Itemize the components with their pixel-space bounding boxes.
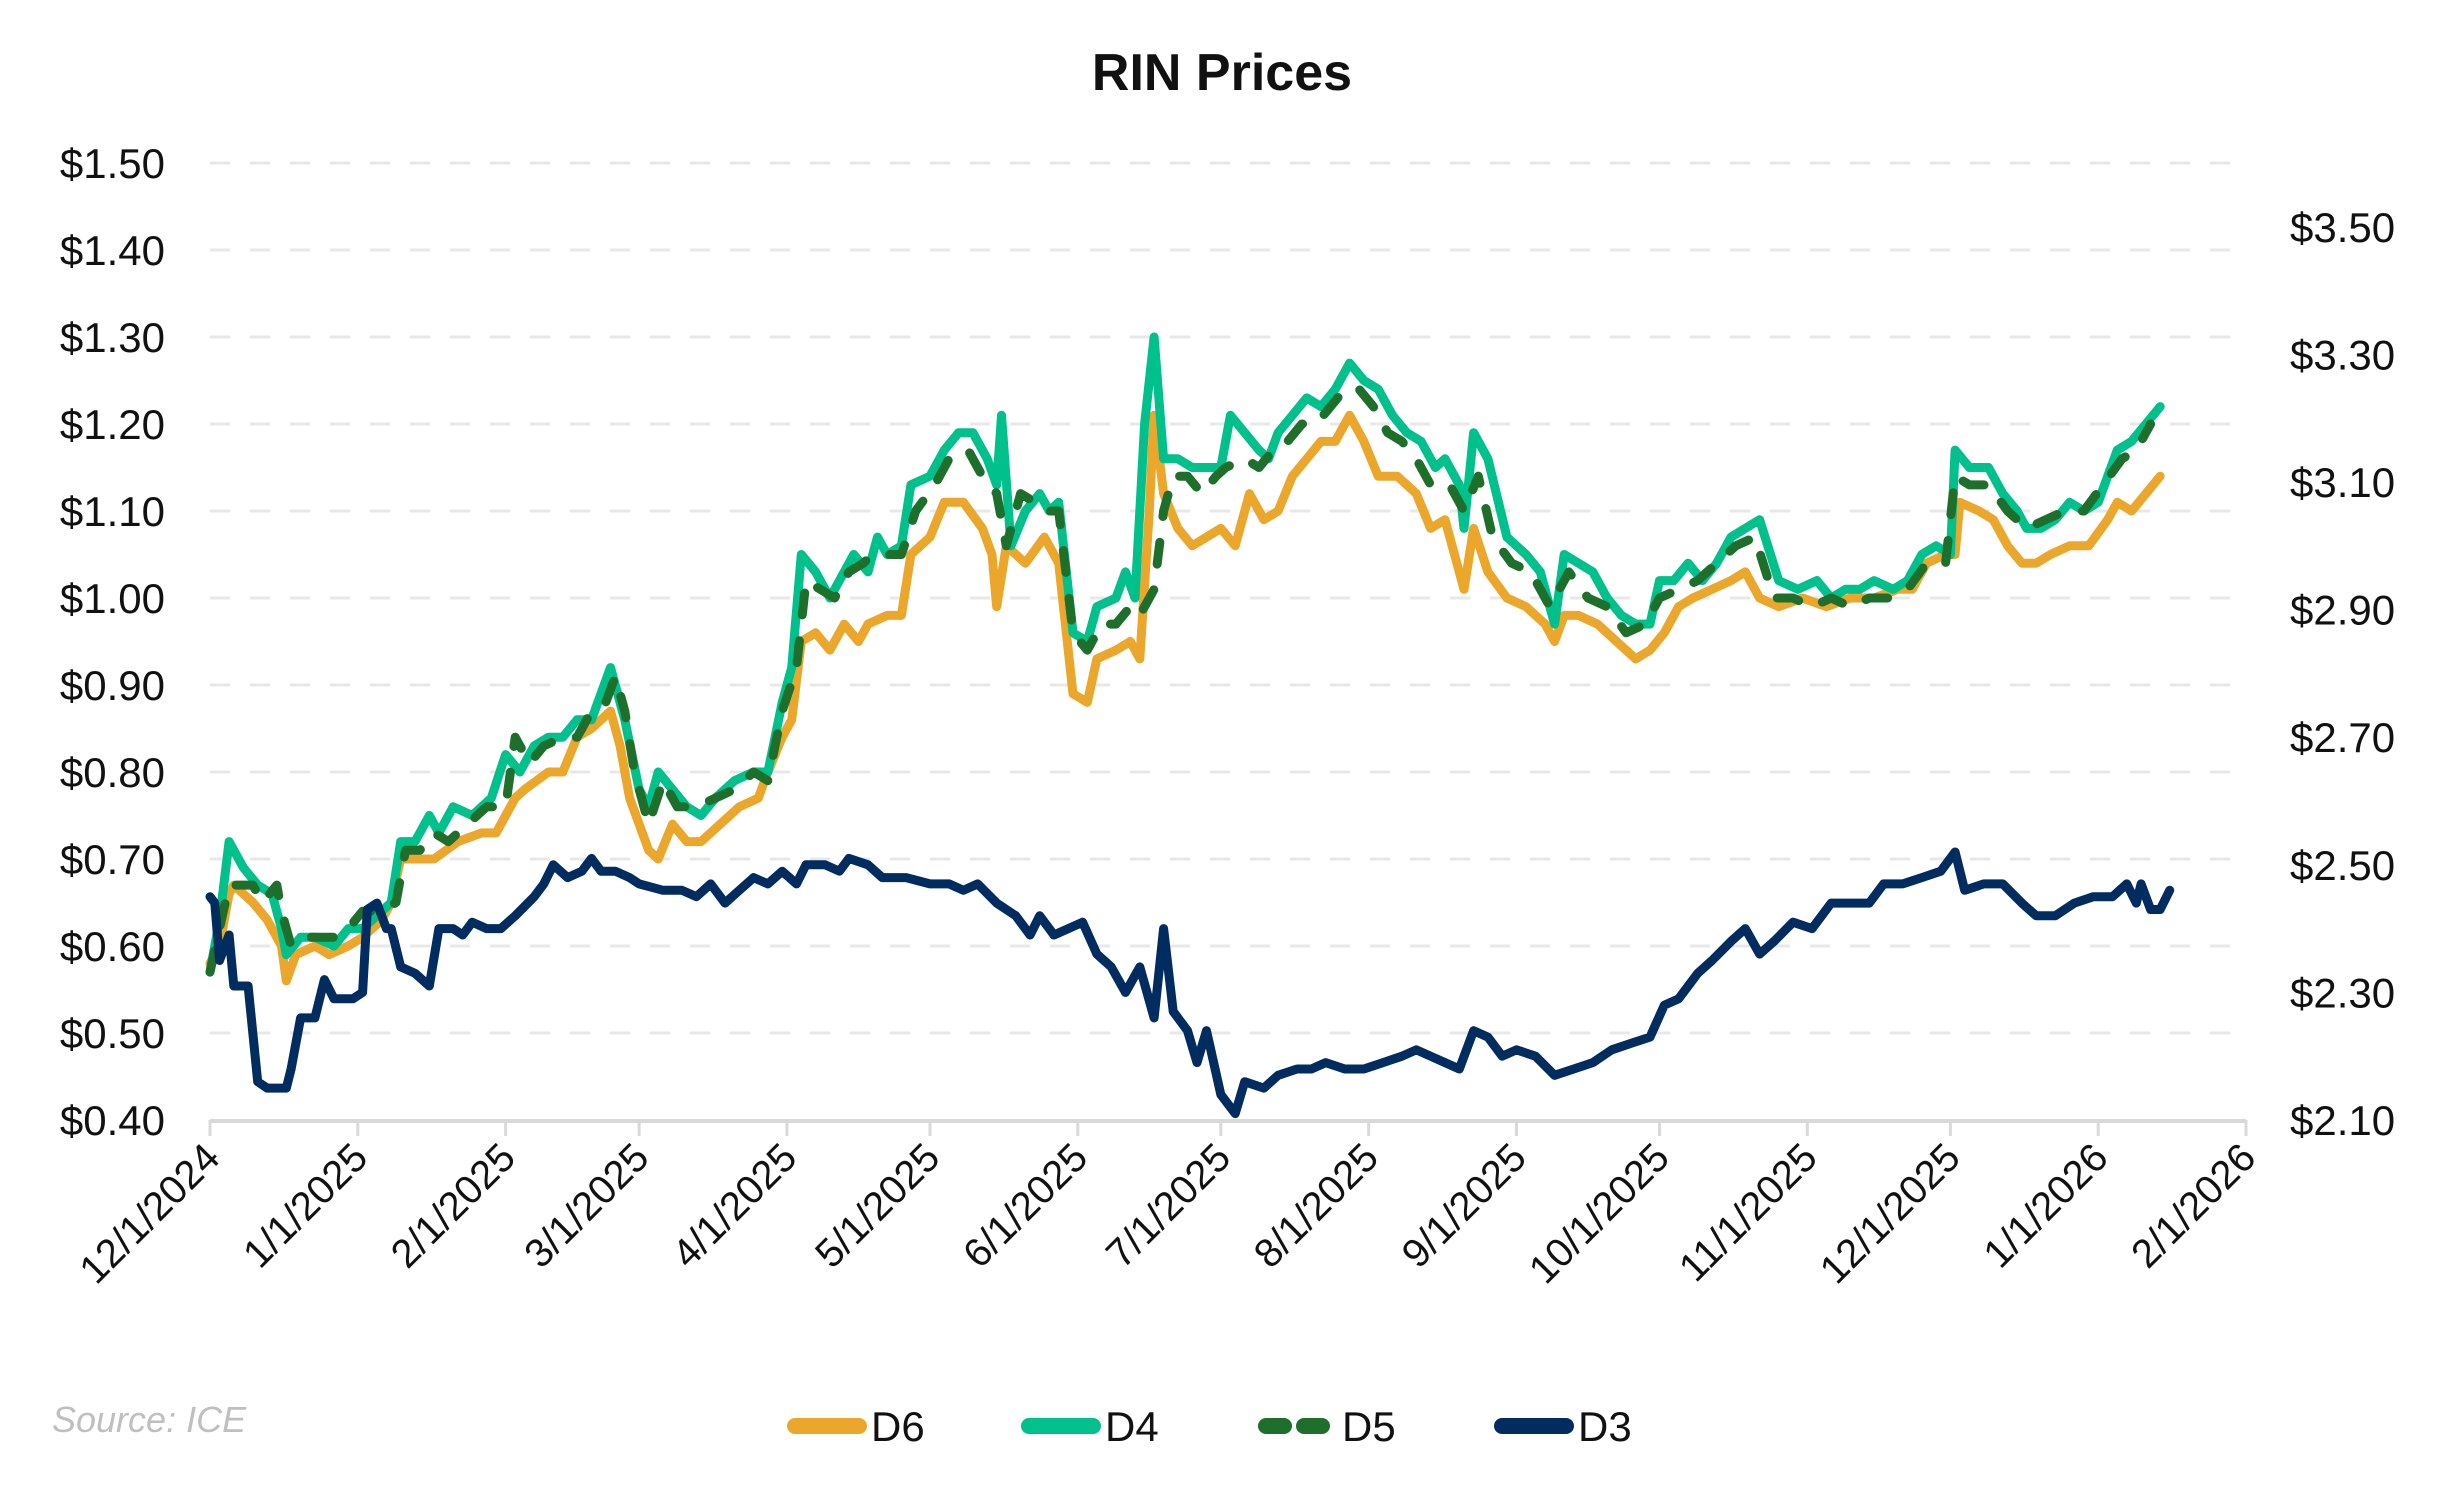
legend-label: D6 xyxy=(871,1403,925,1450)
left-y-tick-label: $1.00 xyxy=(60,575,165,622)
x-tick-label: 12/1/2025 xyxy=(1812,1135,1969,1292)
legend-label: D3 xyxy=(1578,1403,1632,1450)
right-y-tick-label: $2.10 xyxy=(2290,1097,2395,1144)
left-y-tick-label: $0.70 xyxy=(60,836,165,883)
x-tick-label: 3/1/2025 xyxy=(516,1135,657,1276)
left-y-tick-label: $1.30 xyxy=(60,314,165,361)
x-tick-label: 8/1/2025 xyxy=(1246,1135,1387,1276)
series-d6-line xyxy=(205,410,2165,986)
left-y-tick-label: $1.20 xyxy=(60,401,165,448)
right-y-tick-label: $2.50 xyxy=(2290,842,2395,889)
source-note: Source: ICE xyxy=(52,1399,247,1440)
right-y-tick-label: $2.90 xyxy=(2290,587,2395,634)
legend-item-d5: D5 xyxy=(1258,1403,1396,1450)
left-y-tick-label: $0.60 xyxy=(60,923,165,970)
x-tick-label: 12/1/2024 xyxy=(71,1135,228,1292)
legend-label: D5 xyxy=(1342,1403,1396,1450)
right-y-tick-label: $3.10 xyxy=(2290,459,2395,506)
right-y-tick-label: $3.30 xyxy=(2290,331,2395,378)
series-d3-line xyxy=(205,847,2175,1119)
legend-label: D4 xyxy=(1105,1403,1159,1450)
right-y-tick-label: $2.70 xyxy=(2290,714,2395,761)
x-tick-label: 4/1/2025 xyxy=(664,1135,805,1276)
left-y-axis: $0.40 $0.50 $0.60 $0.70 $0.80 $0.90 $1.00 $1.10… xyxy=(60,140,165,1144)
x-tick-label: 7/1/2025 xyxy=(1098,1135,1239,1276)
legend-item-d6: D6 xyxy=(787,1403,925,1450)
series-d5-line xyxy=(205,384,2156,977)
series-lines xyxy=(205,332,2175,1119)
left-y-tick-label: $0.40 xyxy=(60,1097,165,1144)
left-y-tick-label: $1.10 xyxy=(60,488,165,535)
left-y-tick-label: $0.80 xyxy=(60,749,165,796)
series-d4-line xyxy=(205,332,2165,977)
right-y-tick-label: $3.50 xyxy=(2290,204,2395,251)
x-tick-label: 1/1/2025 xyxy=(235,1135,376,1276)
x-tick-label: 11/1/2025 xyxy=(1671,1135,1826,1290)
legend-item-d3: D3 xyxy=(1494,1403,1632,1450)
left-y-tick-label: $0.50 xyxy=(60,1010,165,1057)
x-tick-label: 9/1/2025 xyxy=(1394,1135,1535,1276)
legend: D6 D4 D5 D3 xyxy=(787,1403,1632,1450)
x-tick-label: 1/1/2026 xyxy=(1975,1135,2116,1276)
x-tick-label: 6/1/2025 xyxy=(955,1135,1096,1276)
left-y-tick-label: $1.40 xyxy=(60,227,165,274)
legend-item-d4: D4 xyxy=(1021,1403,1159,1450)
x-tick-label: 2/1/2025 xyxy=(383,1135,524,1276)
right-y-axis: $2.10 $2.30 $2.50 $2.70 $2.90 $3.10 $3.30 $3.50 xyxy=(2290,204,2395,1144)
chart-title: RIN Prices xyxy=(1092,44,1352,102)
x-tick-label: 2/1/2026 xyxy=(2123,1135,2264,1276)
x-tick-label: 10/1/2025 xyxy=(1521,1135,1678,1292)
left-y-tick-label: $1.50 xyxy=(60,140,165,187)
right-y-tick-label: $2.30 xyxy=(2290,969,2395,1016)
gridlines xyxy=(210,161,2246,1035)
left-y-tick-label: $0.90 xyxy=(60,662,165,709)
x-tick-label: 5/1/2025 xyxy=(807,1135,948,1276)
